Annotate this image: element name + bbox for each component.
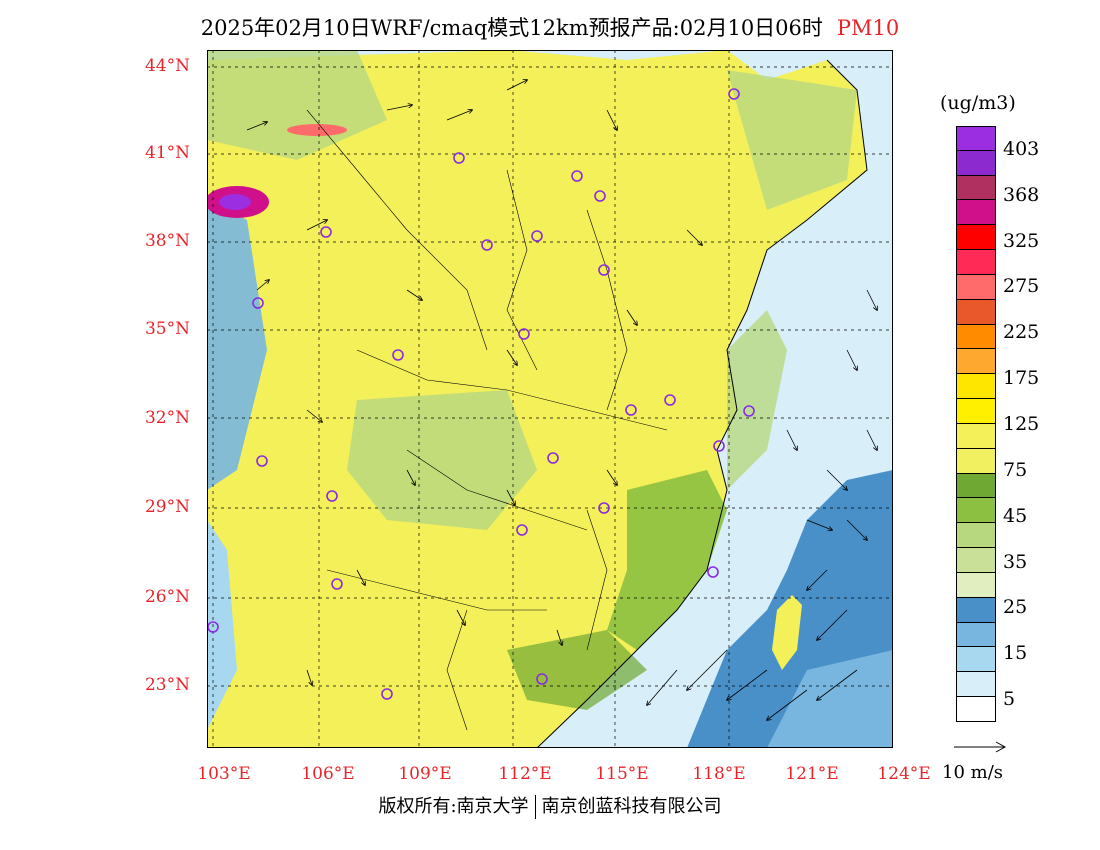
colorbar-cell	[956, 672, 996, 698]
taiwan-island	[772, 595, 802, 670]
colorbar-cell	[956, 374, 996, 400]
colorbar-cell	[956, 274, 996, 300]
lat-label: 32°N	[144, 408, 190, 428]
title-main: 2025年02月10日WRF/cmaq模式12km预报产品:02月10日06时	[200, 16, 823, 40]
colorbar-cell	[956, 150, 996, 176]
footer: 版权所有:南京大学 南京创蓝科技有限公司	[0, 792, 1100, 819]
coastline	[536, 59, 868, 748]
colorbar-cell	[956, 523, 996, 549]
sea-gradient	[767, 650, 893, 748]
colorbar-cell	[956, 548, 996, 573]
footer-divider	[534, 795, 536, 819]
lat-label: 35°N	[144, 319, 190, 339]
lon-label: 118°E	[692, 764, 746, 784]
colorbar-cell	[956, 225, 996, 251]
colorbar-cell	[956, 250, 996, 275]
colorbar-label: 75	[1003, 458, 1028, 481]
colorbar-cell	[956, 697, 996, 722]
green-zone-east	[607, 470, 727, 650]
lon-label: 124°E	[877, 764, 931, 784]
lat-label: 41°N	[144, 143, 190, 163]
green-zone-northeast	[727, 70, 857, 210]
lon-label: 103°E	[197, 764, 251, 784]
colorbar-cell	[956, 200, 996, 226]
colorbar-cell	[956, 572, 996, 598]
graticule	[207, 50, 893, 748]
colorbar-cell	[956, 498, 996, 524]
lon-label: 109°E	[398, 764, 452, 784]
colorbar-cell	[956, 448, 996, 474]
colorbar-cell	[956, 399, 996, 424]
city-markers	[207, 88, 755, 700]
colorbar	[956, 126, 996, 722]
colorbar-cell	[956, 473, 996, 499]
lon-label: 115°E	[595, 764, 649, 784]
colorbar-label: 275	[1003, 275, 1040, 298]
colorbar-label: 175	[1003, 367, 1040, 390]
pm10-forecast-map	[207, 50, 893, 748]
colorbar-cell	[956, 126, 996, 151]
chart-title: 2025年02月10日WRF/cmaq模式12km预报产品:02月10日06时 P…	[0, 12, 1100, 42]
green-zone-central	[347, 390, 537, 530]
colorbar-label: 35	[1003, 550, 1028, 573]
blue-zone-southwest	[207, 520, 237, 730]
footer-company: 南京创蓝科技有限公司	[541, 796, 722, 817]
lat-label: 44°N	[144, 56, 190, 76]
wind-vectors	[246, 80, 877, 720]
colorbar-cell	[956, 349, 996, 375]
colorbar-label: 15	[1003, 642, 1028, 665]
colorbar-cell	[956, 175, 996, 201]
colorbar-label: 325	[1003, 229, 1040, 252]
lat-label: 23°N	[144, 675, 190, 695]
colorbar-cell	[956, 423, 996, 449]
colorbar-label: 225	[1003, 321, 1040, 344]
pollution-hotspot-core	[219, 194, 251, 210]
colorbar-label: 368	[1003, 183, 1040, 206]
pollution-hotspot-north	[287, 124, 347, 136]
lat-label: 29°N	[144, 497, 190, 517]
lon-label: 106°E	[301, 764, 355, 784]
colorbar-cell	[956, 597, 996, 623]
province-borders	[306, 109, 668, 731]
lat-label: 38°N	[144, 231, 190, 251]
colorbar-cell	[956, 299, 996, 325]
footer-copyright: 版权所有:南京大学	[378, 796, 529, 817]
blue-zone-west	[207, 200, 267, 490]
colorbar-label: 25	[1003, 596, 1028, 619]
colorbar-cell	[956, 647, 996, 673]
colorbar-label: 45	[1003, 504, 1028, 527]
title-variable: PM10	[836, 16, 900, 40]
colorbar-label: 403	[1003, 137, 1040, 160]
colorbar-label: 5	[1003, 688, 1016, 711]
lon-label: 112°E	[498, 764, 552, 784]
colorbar-cell	[956, 324, 996, 350]
colorbar-label: 125	[1003, 413, 1040, 435]
colorbar-units: (ug/m3)	[940, 92, 1016, 114]
lat-label: 26°N	[144, 587, 190, 607]
green-zone-south	[507, 630, 647, 710]
wind-vector-legend-arrow	[954, 741, 1007, 753]
map-frame	[207, 50, 893, 748]
wind-vector-legend-label: 10 m/s	[942, 762, 1003, 783]
colorbar-cell	[956, 622, 996, 648]
coast-band	[727, 310, 787, 490]
lon-label: 121°E	[785, 764, 839, 784]
